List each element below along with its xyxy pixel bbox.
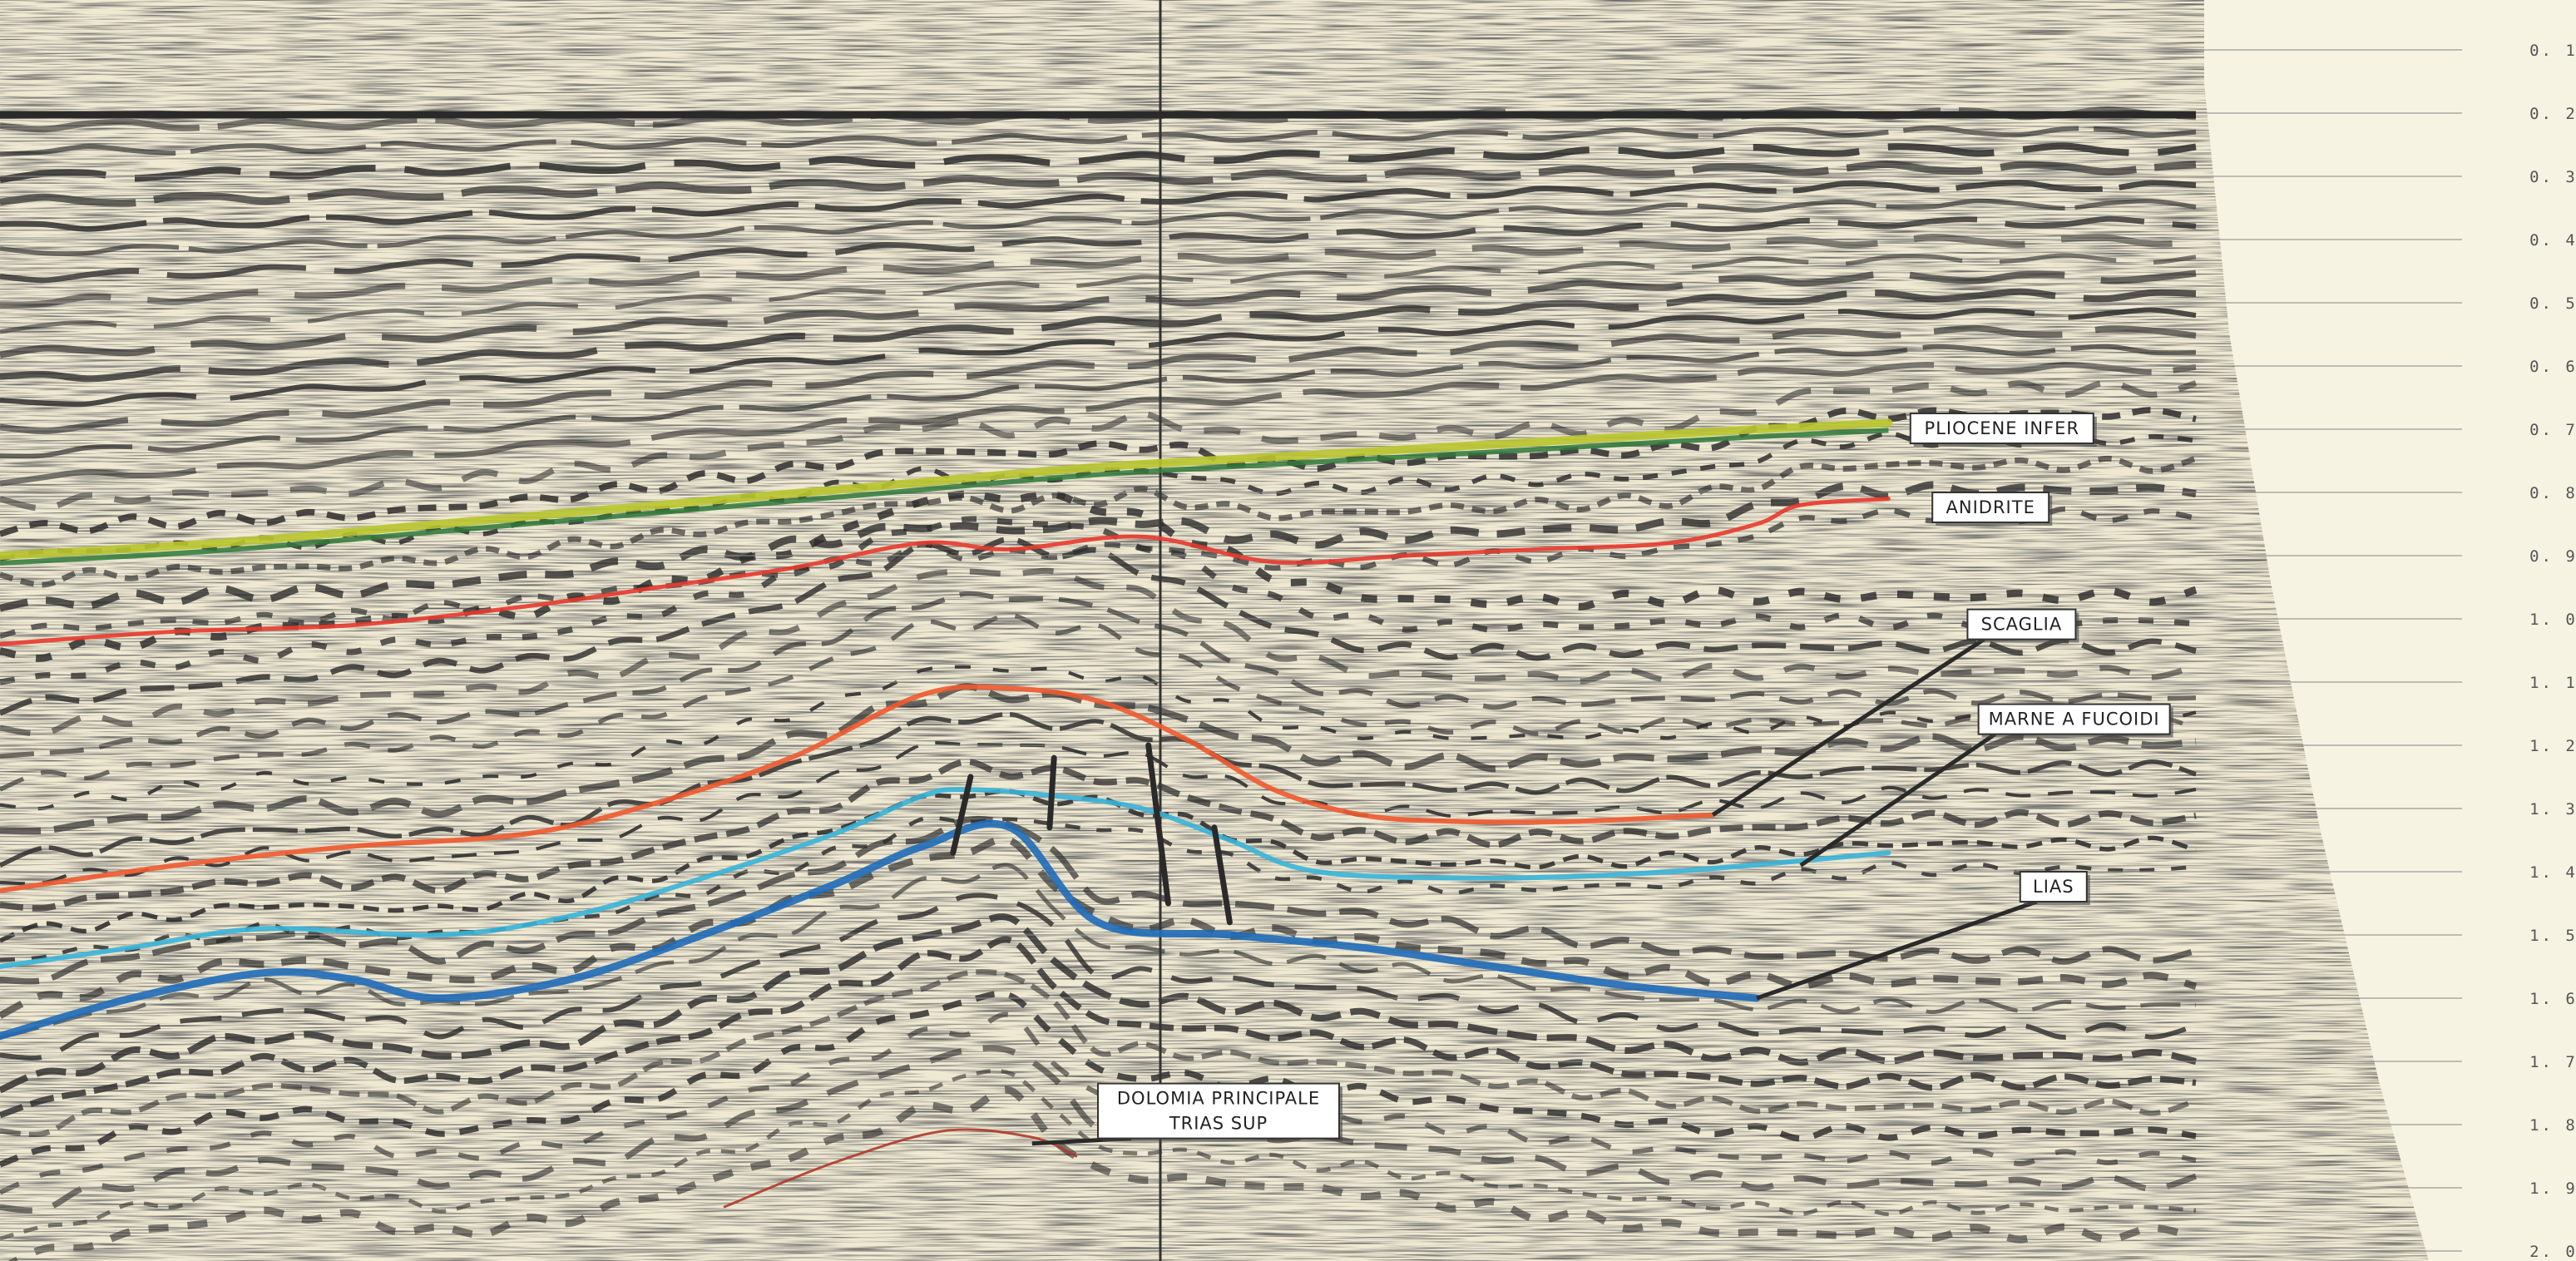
reflector-line bbox=[0, 307, 2197, 408]
faults bbox=[950, 742, 1233, 926]
horizon-label: DOLOMIA PRINCIPALE TRIAS SUP bbox=[1097, 1082, 1342, 1142]
horizon-label: PLIOCENE INFER bbox=[1909, 413, 2097, 447]
time-tick-label: 1. 2 bbox=[2529, 737, 2576, 755]
time-tick-label: 1. 0 bbox=[2529, 611, 2576, 629]
label-leaders bbox=[1031, 637, 2038, 1146]
fault-line bbox=[1145, 742, 1171, 907]
reflector-line bbox=[0, 835, 2198, 1019]
reflector-line bbox=[0, 712, 2197, 868]
time-tick-label: 0. 5 bbox=[2529, 294, 2576, 313]
fault-line bbox=[1046, 754, 1057, 831]
horizon-labels: PLIOCENE INFER ANIDRITE SCAGLIA MARNE A FUC… bbox=[1097, 413, 2173, 1142]
reflector-line bbox=[0, 198, 2197, 256]
reflector-line bbox=[0, 567, 2197, 737]
horizon-label: SCAGLIA bbox=[1966, 608, 2079, 643]
reflector-line bbox=[0, 991, 2197, 1168]
horizon-line bbox=[0, 787, 1891, 969]
horizon-label-text: ANIDRITE bbox=[1946, 497, 2035, 517]
horizon-line-pliocene-base bbox=[0, 428, 1889, 566]
horizon-line bbox=[723, 1128, 1078, 1209]
time-tick-label: 1. 1 bbox=[2529, 674, 2576, 692]
fault-line bbox=[1211, 824, 1233, 926]
horizon-label-text: MARNE A FUCOIDI bbox=[1989, 710, 2160, 729]
reflector-line bbox=[0, 683, 2197, 835]
reflector-line bbox=[0, 361, 2197, 487]
fault-line bbox=[950, 774, 974, 856]
time-tick-label: 0. 4 bbox=[2529, 231, 2576, 250]
reflector-line bbox=[0, 455, 2198, 588]
horizon-label: LIAS bbox=[2019, 871, 2090, 905]
time-tick-label: 0. 2 bbox=[2529, 105, 2576, 123]
time-tick-label: 1. 6 bbox=[2529, 990, 2576, 1008]
horizon-label: MARNE A FUCOIDI bbox=[1977, 703, 2173, 738]
horizon-line bbox=[0, 497, 1891, 646]
reflector-line bbox=[0, 288, 2197, 383]
horizon-line bbox=[0, 418, 1893, 560]
reflector-lines bbox=[0, 106, 2198, 1261]
time-tick-label: 0. 1 bbox=[2529, 42, 2576, 60]
reflector-line bbox=[0, 1068, 2197, 1241]
time-tick-label: 1. 8 bbox=[2529, 1116, 2576, 1135]
reflector-line bbox=[0, 234, 2197, 309]
reflector-line bbox=[0, 324, 2197, 434]
reflector-line bbox=[0, 913, 2197, 1094]
reflector-line bbox=[0, 1011, 2197, 1195]
reflector-line bbox=[0, 1085, 2198, 1261]
reflector-line bbox=[0, 516, 2197, 685]
reflector-line bbox=[0, 536, 2197, 716]
time-tick-label: 0. 8 bbox=[2529, 484, 2576, 502]
label-leader-line bbox=[1711, 637, 1985, 817]
reflector-line bbox=[0, 253, 2197, 334]
label-leader-line bbox=[1799, 732, 1997, 868]
horizons bbox=[0, 418, 1893, 1209]
reflector-line bbox=[0, 815, 2197, 962]
reflector-line bbox=[0, 125, 2197, 157]
reflector-line bbox=[0, 481, 2197, 612]
time-tick-label: 0. 9 bbox=[2529, 547, 2576, 566]
reflector-line bbox=[0, 759, 2197, 912]
reflector-line bbox=[0, 379, 2198, 512]
reflector-line bbox=[0, 969, 2197, 1138]
reflector-line bbox=[0, 591, 2197, 759]
time-tick-label: 0. 3 bbox=[2529, 168, 2576, 186]
reflector-line bbox=[0, 270, 2197, 359]
reflector-line bbox=[0, 863, 2197, 1040]
reflector-line bbox=[0, 180, 2197, 232]
horizon-label-text: TRIAS SUP bbox=[1169, 1114, 1268, 1134]
reflector-line bbox=[0, 893, 2197, 1061]
reflector-line bbox=[0, 344, 2197, 459]
label-leader-line bbox=[1756, 899, 2038, 1001]
time-axis: 0. 1 0. 2 0. 3 0. 4 0. 5 0. 6 0. 7 0. 8 0. 9 1. 0… bbox=[2529, 42, 2576, 1261]
horizon-label: ANIDRITE bbox=[1931, 492, 2053, 526]
reflector-line bbox=[0, 407, 2197, 537]
reflector-line bbox=[0, 815, 2197, 985]
time-tick-label: 2. 0 bbox=[2529, 1243, 2576, 1261]
time-tick-label: 1. 4 bbox=[2529, 863, 2576, 882]
reflector-line bbox=[0, 1045, 2198, 1214]
reflector-line bbox=[0, 490, 2198, 662]
horizon-label-text: PLIOCENE INFER bbox=[1925, 418, 2080, 438]
time-tick-label: 0. 6 bbox=[2529, 358, 2576, 376]
horizon-line bbox=[0, 819, 1761, 1041]
reflector-line bbox=[0, 506, 2197, 640]
reflector-line bbox=[0, 215, 2197, 284]
time-tick-label: 1. 9 bbox=[2529, 1179, 2576, 1198]
time-tick-label: 1. 3 bbox=[2529, 800, 2576, 818]
reflector-line bbox=[0, 142, 2197, 184]
reflector-line bbox=[0, 936, 2197, 1119]
time-tick-label: 0. 7 bbox=[2529, 421, 2576, 439]
horizon-label-text: DOLOMIA PRINCIPALE bbox=[1117, 1089, 1320, 1109]
horizon-label-text: SCAGLIA bbox=[1981, 615, 2063, 635]
horizon-line bbox=[0, 684, 1716, 893]
time-tick-label: 1. 5 bbox=[2529, 927, 2576, 945]
time-tick-label: 1. 7 bbox=[2529, 1053, 2576, 1071]
horizon-label-text: LIAS bbox=[2033, 877, 2074, 897]
